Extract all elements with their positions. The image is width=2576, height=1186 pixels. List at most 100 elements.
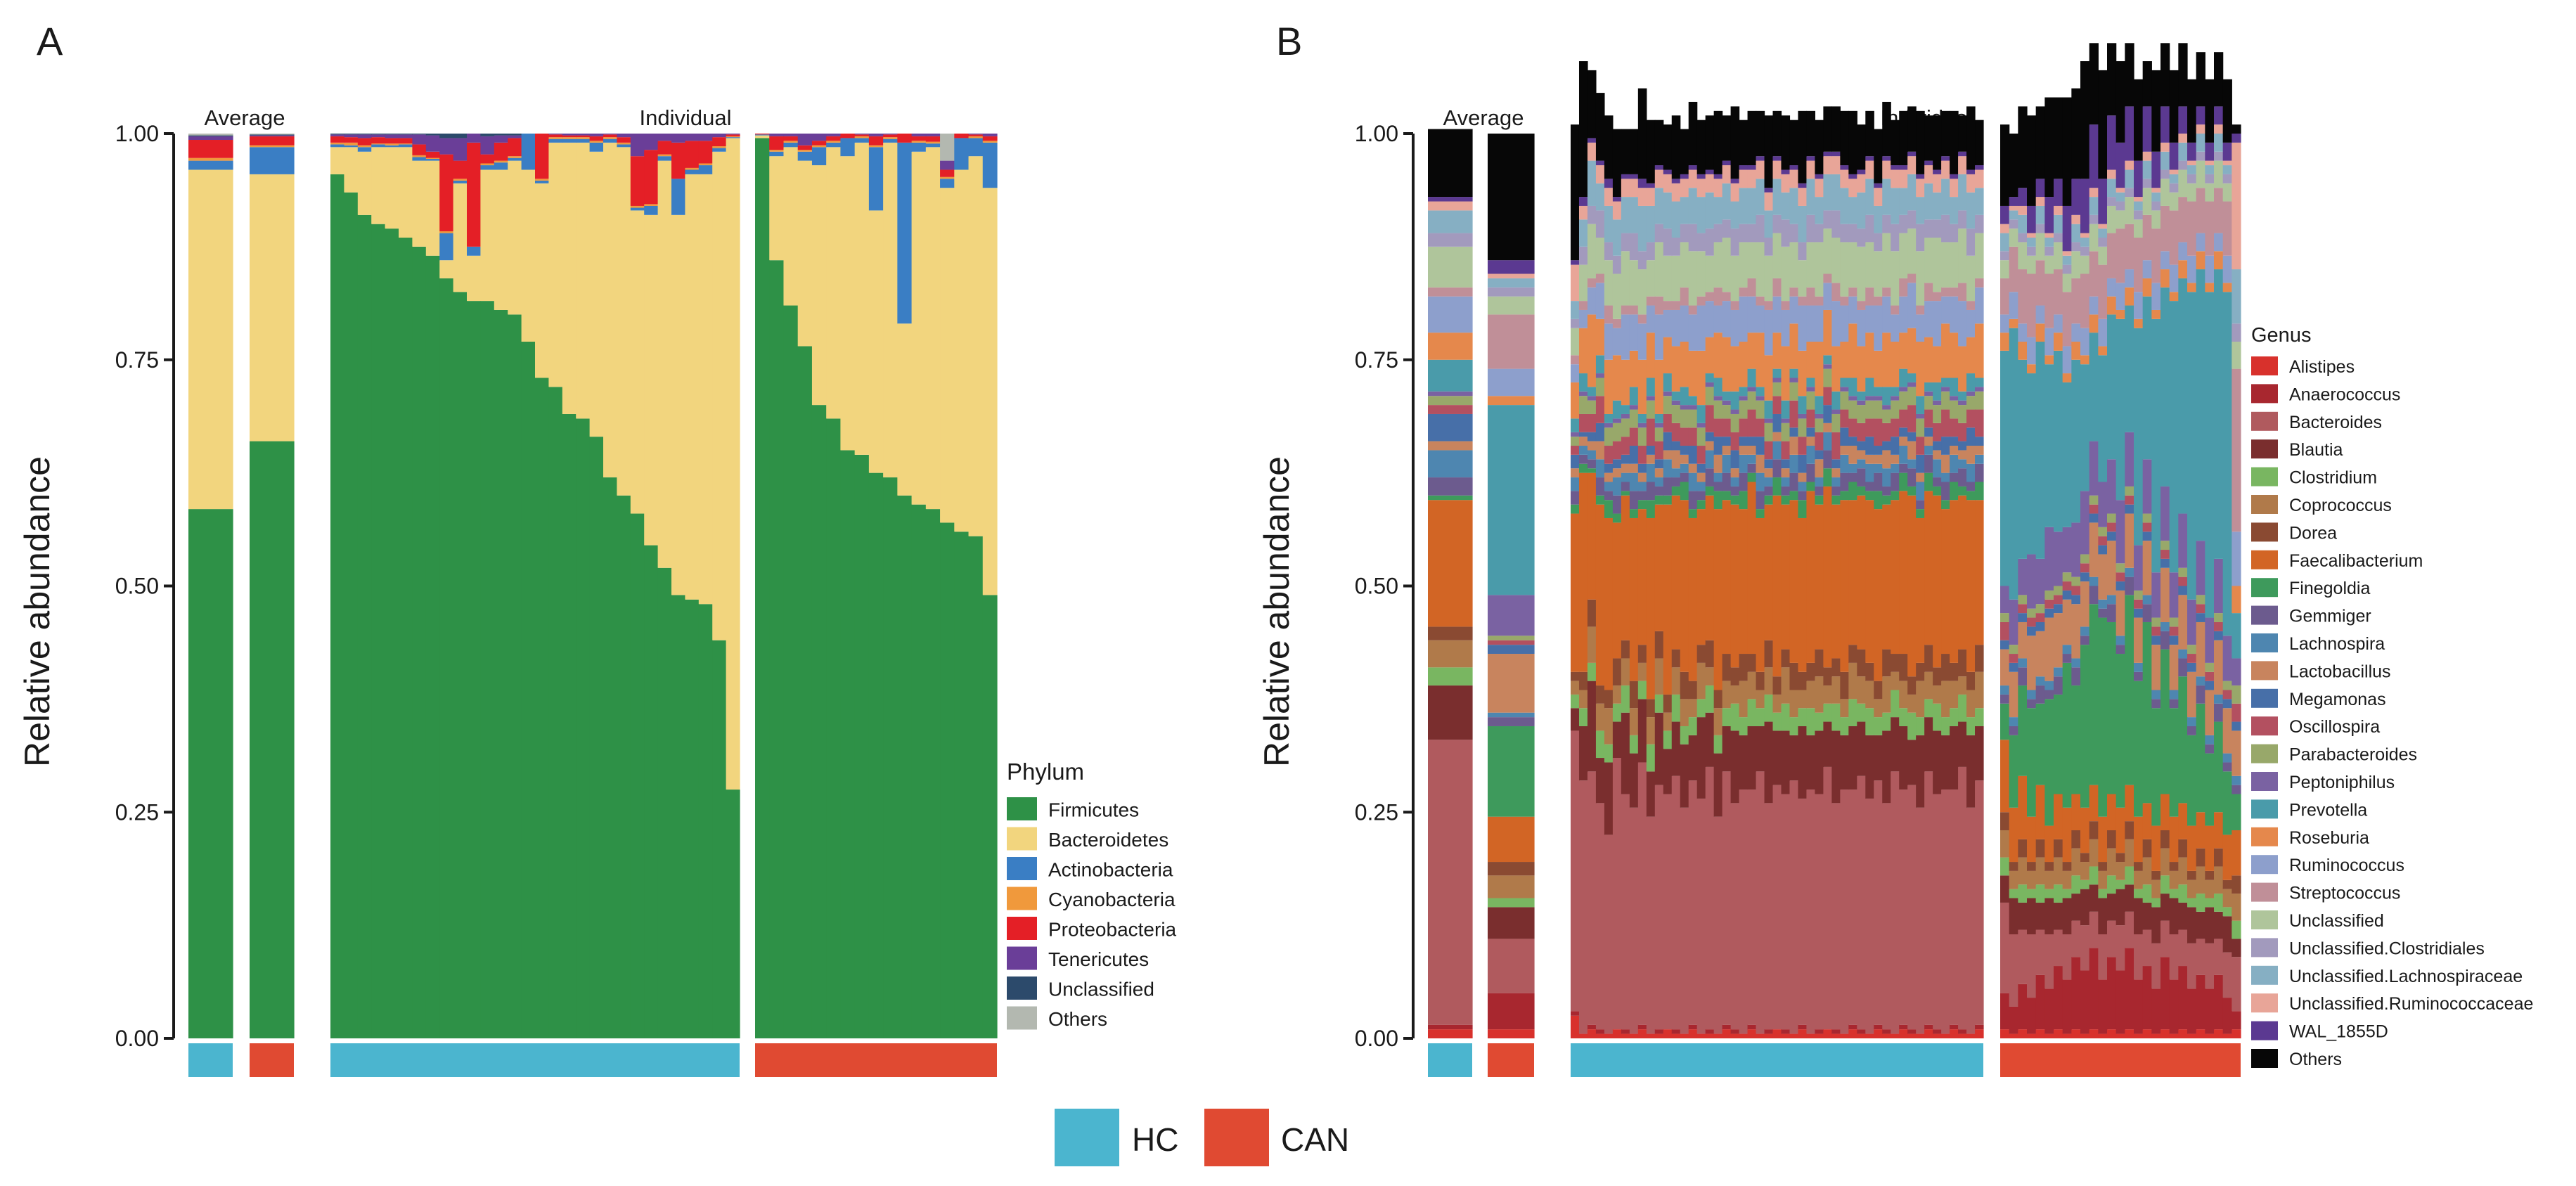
sample-bar-seg-unclassified-ruminococcaceae [1891, 169, 1900, 188]
sample-bar-seg-lactobacillus [1595, 441, 1605, 460]
sample-bar-seg-ruminococcus [1688, 314, 1698, 351]
sample-bar-seg-bacteroides [2187, 943, 2197, 989]
sample-bar-seg-faecalibacterium [1739, 509, 1749, 655]
sample-bar-seg-actinobacteria [685, 169, 700, 174]
sample-bar-seg-bacteroidetes [854, 142, 870, 455]
legend-label: Proteobacteria [1048, 919, 1177, 941]
sample-bar-seg-streptococcus [1941, 287, 1950, 297]
sample-bar-seg-coprococcus [1781, 667, 1791, 704]
sample-bar-seg-lachnospira [2196, 676, 2205, 686]
sample-bar-seg-unclassified-clostridiales [1604, 242, 1614, 261]
sample-bar-seg-oscillospira [2214, 621, 2224, 631]
sample-bar-seg-clostridium [2062, 889, 2072, 898]
sample-bar-seg-prevotella [1941, 378, 1950, 387]
sample-bar-seg-finegoldia [1823, 468, 1832, 486]
sample-bar-seg-oscillospira [1764, 441, 1774, 460]
sample-bar-seg-unclassified-ruminococcaceae [1747, 169, 1757, 188]
sample-bar-seg-unclassified-clostridiales [1975, 214, 1984, 233]
sample-bar-seg-prevotella [2222, 292, 2232, 636]
sample-bar-seg-bacteroides [1646, 816, 1656, 1034]
sample-bar-seg-lactobacillus [2018, 621, 2028, 659]
sample-bar-seg-actinobacteria [480, 165, 495, 170]
sample-bar-seg-coprococcus [2062, 870, 2072, 889]
sample-bar-seg-prevotella [1722, 391, 1732, 401]
legend-label: Finegoldia [2289, 579, 2370, 598]
sample-bar-seg-alistipes [1899, 1029, 1908, 1038]
sample-bar-seg-unclassified-ruminococcaceae [1924, 165, 1933, 183]
sample-bar-seg-tenericutes [940, 160, 955, 170]
sample-bar-seg-firmicutes [371, 224, 386, 1039]
sample-bar-seg-coprococcus [2125, 839, 2134, 867]
sample-bar-seg-unclassified-lachnospiraceae [2044, 238, 2054, 247]
sample-bar-seg-parabacteroides [1781, 423, 1791, 441]
sample-bar-seg-streptococcus [1722, 292, 1732, 302]
sample-bar-seg-gemmiger [1789, 472, 1799, 491]
sample-bar-seg-unclassified-ruminococcaceae [1882, 160, 1891, 179]
sample-bar-seg-parabacteroides [1654, 427, 1664, 441]
sample-bar-seg-oscillospira [1730, 432, 1740, 451]
sample-bar-seg-parabacteroides [2044, 590, 2054, 600]
sample-bar-can [897, 134, 913, 1038]
sample-bar-seg-bacteroidetes [371, 147, 386, 224]
sample-bar-seg-lactobacillus [2196, 621, 2205, 677]
sample-bar-seg-prevotella [1899, 368, 1908, 387]
sample-bar-seg-unclassified-clostridiales [1966, 228, 1976, 256]
sample-bar-seg-actinobacteria [769, 151, 785, 157]
sample-bar-seg-cyanobacteria [783, 141, 799, 143]
sample-bar-seg-unclassified-ruminococcaceae [1578, 205, 1588, 220]
sample-bar-seg-streptococcus [1975, 278, 1984, 288]
sample-bar-seg-dorea [2107, 830, 2117, 849]
sample-bar-seg-unclassified-clostridiales [1781, 219, 1791, 247]
sample-bar-seg-alistipes [2098, 1033, 2108, 1038]
sample-bar-seg-clostridium [1924, 699, 1933, 718]
sample-bar-seg-lactobacillus [1806, 437, 1816, 446]
sample-bar-seg-unclassified-ruminococcaceae [1899, 169, 1908, 188]
sample-bar-seg-prevotella [1916, 396, 1925, 414]
sample-bar-seg-coprococcus [1865, 681, 1874, 709]
sample-bar-seg-lachnospira [1578, 446, 1588, 455]
sample-bar-seg-peptoniphilus [1764, 418, 1774, 423]
sample-bar-seg-megamonas [1806, 427, 1816, 437]
panel-b-average-label: Average [1443, 105, 1524, 130]
sample-bar-seg-lactobacillus [2000, 649, 2010, 686]
panel-a-average-label: Average [205, 105, 285, 130]
sample-bar-seg-dorea [2178, 839, 2188, 858]
sample-bar-seg-unclassified-clostridiales [1696, 233, 1706, 252]
sample-bar-seg-coprococcus [2187, 879, 2197, 898]
sample-bar-seg-blautia [1958, 721, 1967, 767]
sample-bar-seg-cyanobacteria [439, 231, 454, 233]
sample-bar-seg-lachnospira [1629, 472, 1639, 491]
sample-bar-seg-parabacteroides [2080, 554, 2090, 564]
sample-bar-seg-unclassified-clostridiales [1671, 238, 1681, 256]
sample-bar-seg-proteobacteria [330, 136, 344, 143]
panel-b-bars [1428, 43, 2241, 1077]
sample-bar-seg-prevotella [1958, 391, 1967, 401]
sample-bar-seg-dorea [1815, 649, 1824, 677]
sample-bar-seg-alistipes [2134, 1033, 2144, 1038]
sample-bar-seg-actinobacteria [826, 142, 842, 148]
sample-bar-seg-prevotella [2080, 364, 2090, 491]
sample-bar-seg-coprococcus [2151, 879, 2161, 898]
sample-bar-seg-unclassified-ruminococcaceae [2089, 188, 2099, 198]
sample-bar-seg-firmicutes [671, 595, 685, 1038]
panel-label-b: B [1276, 19, 1302, 63]
sample-bar-seg-clostridium [1764, 694, 1774, 722]
sample-bar-seg-unclassified-ruminococcaceae [1840, 169, 1849, 188]
sample-bar-seg-oscillospira [1739, 418, 1749, 437]
average-bar-seg-clostridium [1488, 898, 1535, 908]
sample-bar-seg-unclassified-ruminococcaceae [1806, 160, 1816, 179]
sample-bar-seg-unclassified [2196, 160, 2205, 188]
sample-bar-seg-unclassified [2035, 233, 2045, 261]
sample-bar-hc [671, 134, 685, 1038]
sample-bar-seg-coprococcus [2054, 857, 2063, 885]
sample-bar-seg-streptococcus [1730, 301, 1740, 310]
sample-bar-seg-others [1595, 93, 1605, 161]
sample-bar-seg-ruminococcus [1823, 283, 1832, 310]
sample-bar-seg-parabacteroides [2115, 563, 2125, 573]
sample-bar-seg-peptoniphilus [2071, 522, 2081, 577]
sample-bar-seg-prevotella [1882, 387, 1891, 406]
sample-bar-seg-dorea [1941, 654, 1950, 681]
sample-bar-seg-unclassified-ruminococcaceae [2125, 160, 2134, 170]
sample-bar-seg-gemmiger [2000, 694, 2010, 704]
sample-bar-hc [399, 134, 413, 1038]
